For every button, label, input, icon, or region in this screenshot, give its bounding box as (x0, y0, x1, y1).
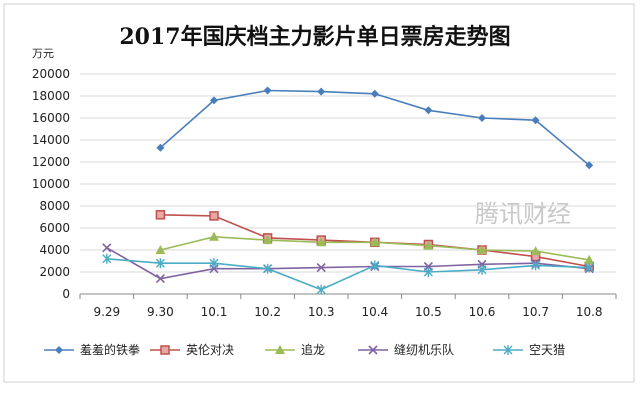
data-point (155, 245, 166, 254)
chart-frame (3, 3, 635, 383)
data-point (102, 253, 112, 264)
data-point (55, 346, 63, 354)
data-point (160, 345, 170, 355)
data-point (423, 267, 433, 277)
legend-label: 羞羞的铁拳 (80, 342, 140, 357)
x-tick-label: 9.30 (147, 305, 174, 319)
gridlines (80, 73, 616, 295)
data-point (210, 96, 218, 105)
x-tick-label: 9.29 (93, 305, 120, 319)
y-tick-label: 20000 (32, 67, 70, 81)
legend-label: 追龙 (301, 342, 325, 357)
y-tick-label: 2000 (39, 265, 70, 279)
data-point (584, 262, 594, 273)
data-point (209, 231, 219, 241)
data-point (155, 210, 166, 220)
y-tick-label: 6000 (39, 221, 70, 235)
data-point (262, 235, 273, 245)
series-5 (102, 253, 594, 295)
data-point (370, 260, 380, 271)
series-group (102, 86, 595, 295)
data-point (155, 258, 165, 269)
x-tick-label: 10.5 (415, 305, 442, 319)
x-tick-label: 10.8 (576, 305, 603, 319)
data-point (531, 260, 541, 271)
data-point (263, 263, 273, 274)
legend-item: 追龙 (265, 342, 325, 357)
data-point (155, 274, 165, 284)
watermark-text: 腾讯财经 (475, 200, 571, 228)
y-tick-label: 0 (62, 287, 70, 301)
data-point (370, 89, 379, 98)
legend-label: 空天猎 (529, 343, 565, 357)
data-point (263, 86, 272, 95)
legend-item: 英伦对决 (150, 342, 234, 357)
y-tick-label: 4000 (39, 243, 70, 257)
x-tick-label: 10.2 (254, 305, 281, 319)
series-line (106, 247, 590, 280)
y-axis-unit: 万元 (32, 47, 54, 60)
x-tick-label: 10.1 (201, 305, 228, 319)
data-point (477, 245, 487, 254)
data-point (209, 258, 219, 269)
legend: 羞羞的铁拳 英伦对决 追龙 缝纫机乐队 空天猎 (44, 342, 565, 357)
data-point (423, 240, 434, 250)
legend-label: 缝纫机乐队 (394, 342, 454, 357)
y-tick-label: 16000 (32, 111, 70, 125)
series-1 (156, 86, 594, 170)
y-tick-label: 8000 (39, 199, 70, 213)
x-tick-label: 10.4 (361, 305, 388, 319)
data-point (478, 114, 486, 122)
data-point (424, 106, 433, 115)
data-point (275, 345, 285, 354)
data-point (209, 211, 219, 221)
series-3 (155, 231, 595, 264)
data-point (584, 254, 595, 264)
data-point (503, 345, 513, 355)
data-point (477, 264, 487, 275)
series-line (106, 258, 590, 291)
data-point (585, 161, 594, 170)
data-point (316, 263, 326, 273)
data-point (156, 143, 165, 152)
y-tick-label: 10000 (32, 177, 70, 191)
y-tick-label: 14000 (32, 133, 70, 147)
data-point (317, 87, 326, 96)
data-point (316, 237, 327, 247)
data-point (368, 345, 378, 355)
chart-title: 2017年国庆档主力影片单日票房走势图 (119, 24, 510, 50)
legend-item: 羞羞的铁拳 (44, 342, 140, 357)
x-tick-label: 10.6 (469, 305, 496, 319)
x-tick-label: 10.7 (522, 305, 549, 319)
data-point (316, 284, 326, 295)
data-point (369, 237, 380, 247)
data-point (530, 246, 541, 256)
axes: 0 2000 4000 6000 8000 10000 12000 14000 16000 180… (32, 67, 617, 319)
legend-item: 缝纫机乐队 (358, 342, 454, 357)
legend-item: 空天猎 (493, 343, 565, 357)
legend-label: 英伦对决 (186, 342, 234, 357)
x-tick-label: 10.3 (308, 305, 335, 319)
y-tick-label: 18000 (32, 89, 70, 103)
data-point (102, 243, 112, 253)
data-point (531, 116, 540, 125)
y-tick-label: 12000 (32, 155, 70, 169)
